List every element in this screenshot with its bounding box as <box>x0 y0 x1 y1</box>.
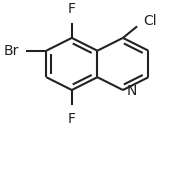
Text: Cl: Cl <box>144 14 157 28</box>
Text: F: F <box>68 2 76 16</box>
Text: N: N <box>126 84 137 98</box>
Text: F: F <box>68 112 76 126</box>
Text: Br: Br <box>3 44 19 58</box>
